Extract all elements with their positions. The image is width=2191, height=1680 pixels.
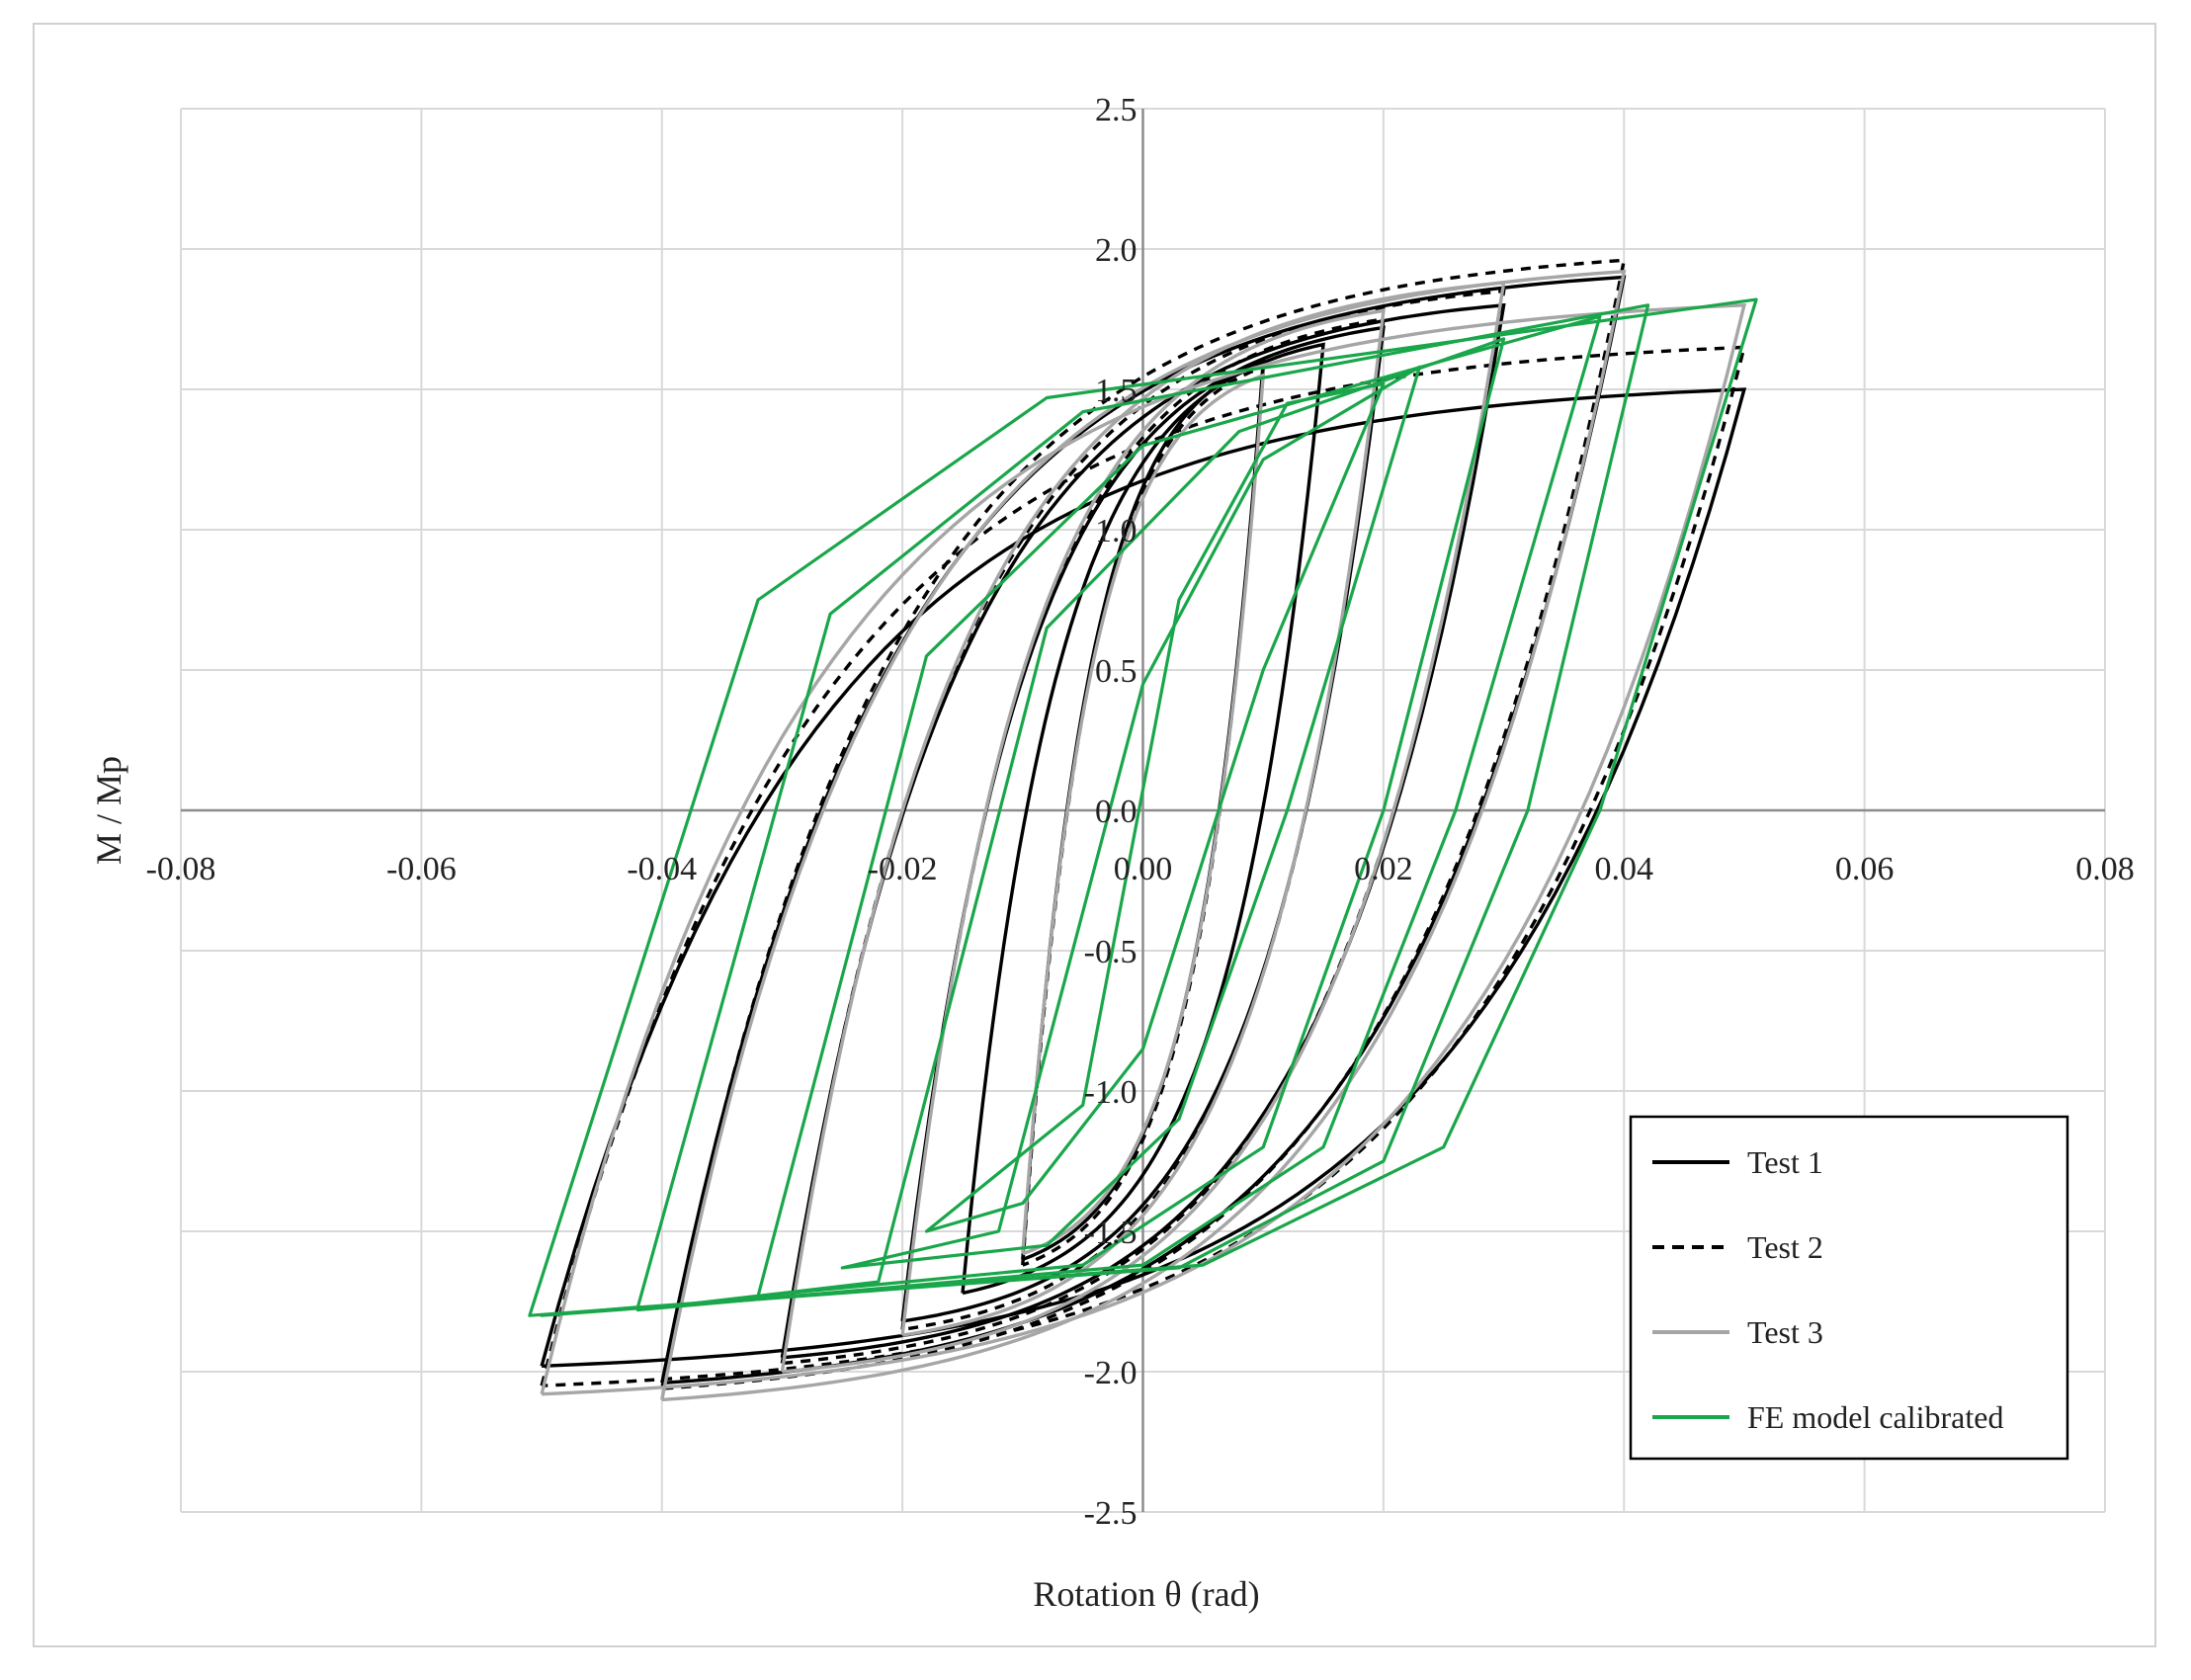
fe-loop [756,337,1506,1298]
legend-label: Test 1 [1747,1144,1823,1180]
hysteresis-loop [660,269,1627,1402]
x-tick-label: 0.04 [1595,851,1654,887]
y-tick-label: 2.0 [1095,232,1138,269]
y-tick-label: -0.5 [1084,934,1138,970]
y-tick-label: 0.0 [1095,794,1138,830]
y-axis-title: M / Mp [89,756,128,865]
x-tick-label: -0.06 [386,851,457,887]
series-lines [528,258,1758,1402]
fe-loop [840,365,1421,1270]
x-tick-label: 0.06 [1835,851,1895,887]
hysteresis-loop [540,302,1747,1396]
x-tick-label: 0.02 [1354,851,1413,887]
x-tick-label: -0.08 [146,851,216,887]
y-tick-label: -2.5 [1084,1495,1138,1532]
y-tick-label: 1.5 [1095,373,1138,409]
legend-label: FE model calibrated [1747,1399,2003,1435]
x-tick-label: 0.08 [2075,851,2135,887]
legend: Test 1 Test 2 Test 3 FE model calibrated [1629,1115,2069,1461]
hysteresis-loop [1021,373,1266,1256]
fe-loop [924,381,1386,1233]
y-tick-label: 0.5 [1095,653,1138,690]
series-fe-model-calibrated [528,297,1758,1317]
hysteresis-loop [900,308,1386,1337]
y-tick-label: -1.5 [1084,1215,1138,1251]
hysteresis-loop [660,258,1627,1390]
fe-loop [528,297,1758,1317]
y-tick-label: 1.0 [1095,513,1138,549]
hysteresis-loop [900,316,1386,1332]
series-test-3 [540,269,1747,1402]
hysteresis-loop [780,302,1506,1360]
axes [181,109,2105,1512]
tick-labels: -0.08 -0.06 -0.04 -0.02 0.00 0.02 0.04 0.06 0.08… [146,92,2135,1532]
legend-box [1629,1115,2069,1461]
x-axis-title: Rotation θ (rad) [1033,1574,1259,1614]
y-tick-label: -1.0 [1084,1074,1138,1111]
x-tick-label: 0.00 [1114,851,1173,887]
y-tick-label: -2.0 [1084,1355,1138,1391]
x-tick-label: -0.02 [868,851,938,887]
legend-label: Test 2 [1747,1229,1823,1265]
legend-label: Test 3 [1747,1314,1823,1350]
x-tick-label: -0.04 [627,851,697,887]
y-tick-label: 2.5 [1095,92,1138,128]
